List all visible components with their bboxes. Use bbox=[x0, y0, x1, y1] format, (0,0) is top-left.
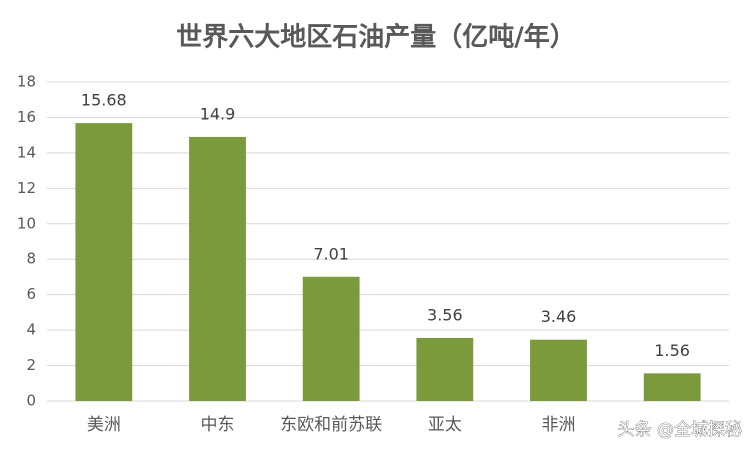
bar bbox=[189, 136, 246, 401]
x-tick-label: 非洲 bbox=[542, 415, 576, 435]
x-tick-label: 美洲 bbox=[87, 415, 121, 435]
data-label: 1.56 bbox=[654, 341, 690, 360]
bar bbox=[75, 123, 133, 402]
data-label: 14.9 bbox=[200, 104, 236, 123]
y-tick-label: 12 bbox=[17, 179, 36, 197]
bar bbox=[416, 337, 474, 401]
y-tick-label: 18 bbox=[17, 73, 36, 91]
x-tick-label: 中东 bbox=[201, 415, 235, 435]
y-tick-label: 0 bbox=[26, 392, 36, 410]
data-label: 3.46 bbox=[541, 307, 577, 326]
y-tick-label: 10 bbox=[17, 214, 36, 232]
data-label: 7.01 bbox=[313, 244, 349, 263]
bar bbox=[643, 373, 701, 401]
bar bbox=[530, 339, 587, 401]
x-tick-label: 东欧和前苏联 bbox=[280, 415, 382, 435]
y-tick-label: 2 bbox=[26, 356, 36, 374]
data-label: 3.56 bbox=[427, 305, 463, 324]
data-label: 15.68 bbox=[81, 91, 127, 110]
bar bbox=[302, 276, 360, 401]
y-tick-label: 16 bbox=[17, 108, 36, 126]
chart-title: 世界六大地区石油产量（亿吨/年） bbox=[176, 22, 576, 53]
y-tick-label: 14 bbox=[17, 143, 36, 161]
y-tick-label: 4 bbox=[26, 321, 36, 339]
watermark: 头条 @全城探秘 bbox=[618, 420, 742, 440]
y-tick-label: 6 bbox=[26, 285, 36, 303]
y-tick-label: 8 bbox=[26, 250, 36, 268]
x-tick-label: 亚太 bbox=[428, 415, 462, 435]
